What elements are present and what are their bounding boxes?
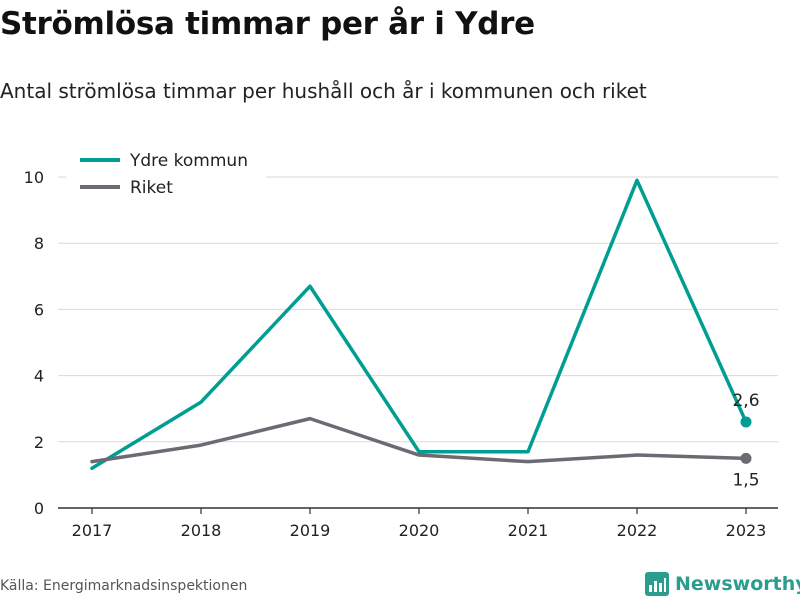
x-tick-label: 2023 xyxy=(726,521,767,540)
grid-lines: 0 2 4 6 8 10 xyxy=(24,168,778,518)
legend-background xyxy=(66,145,266,203)
end-point-ydre xyxy=(740,416,752,428)
series-line-ydre xyxy=(90,178,748,471)
x-tick-label: 2018 xyxy=(181,521,222,540)
y-tick-label: 4 xyxy=(34,367,44,386)
y-tick-label: 10 xyxy=(24,168,44,187)
x-axis: 2017 2018 2019 2020 2021 2022 2023 xyxy=(58,507,778,540)
chart-subtitle: Antal strömlösa timmar per hushåll och å… xyxy=(0,79,647,103)
x-tick-label: 2021 xyxy=(508,521,549,540)
x-tick-label: 2017 xyxy=(72,521,113,540)
source-note: Källa: Energimarknadsinspektionen xyxy=(0,578,248,594)
brand-name: Newsworthy xyxy=(675,573,800,595)
x-tick-label: 2022 xyxy=(617,521,658,540)
legend-label-riket: Riket xyxy=(130,178,173,198)
y-tick-label: 6 xyxy=(34,300,44,319)
newsworthy-icon xyxy=(645,572,669,596)
x-tick-label: 2019 xyxy=(290,521,331,540)
brand-logo: Newsworthy xyxy=(645,570,800,598)
series-line-riket xyxy=(90,416,748,464)
end-labels: 2,6 1,5 xyxy=(732,391,759,490)
series-lines xyxy=(90,178,752,471)
y-tick-label: 8 xyxy=(34,234,44,253)
end-label-ydre: 2,6 xyxy=(732,391,759,411)
legend-label-ydre: Ydre kommun xyxy=(129,151,248,171)
end-point-riket xyxy=(740,452,752,464)
y-tick-label: 2 xyxy=(34,433,44,452)
x-tick-label: 2020 xyxy=(399,521,440,540)
end-label-riket: 1,5 xyxy=(732,470,759,490)
chart-title: Strömlösa timmar per år i Ydre xyxy=(0,6,535,42)
y-tick-label: 0 xyxy=(34,499,44,518)
legend: Ydre kommun Riket xyxy=(66,145,266,203)
